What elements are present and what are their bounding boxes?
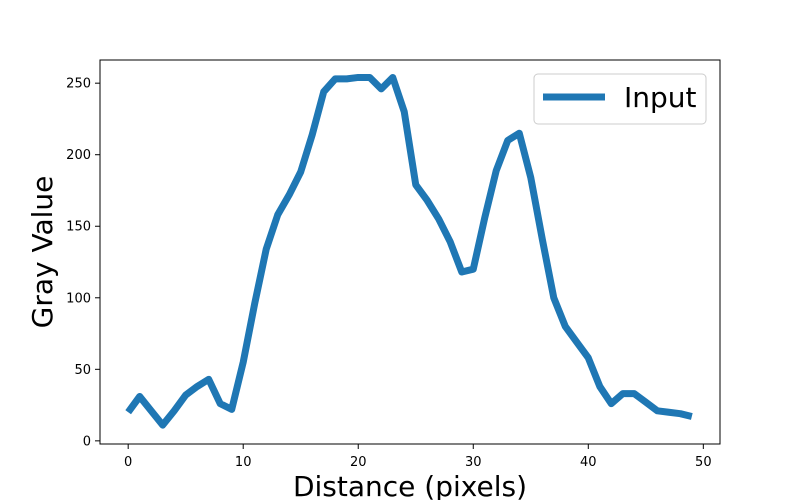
series-line-input	[125, 73, 693, 429]
x-axis-label: Distance (pixels)	[293, 470, 527, 500]
y-axis-ticks: 0 50 100 150 200 250	[66, 77, 100, 449]
y-tick-label: 0	[83, 434, 91, 449]
y-tick-label: 150	[66, 220, 91, 235]
series-layer	[125, 73, 693, 429]
x-tick-label: 40	[580, 455, 597, 470]
legend-label-input: Input	[624, 81, 697, 114]
legend: Input	[533, 73, 707, 125]
y-tick-label: 50	[74, 363, 91, 378]
plot-frame	[99, 59, 721, 445]
y-tick-label: 100	[66, 291, 91, 306]
y-tick-label: 250	[66, 77, 91, 92]
x-tick-label: 30	[465, 455, 482, 470]
x-tick-label: 20	[350, 455, 367, 470]
x-tick-label: 10	[235, 455, 252, 470]
legend-box	[533, 73, 707, 125]
x-tick-label: 50	[695, 455, 712, 470]
y-tick-label: 200	[66, 148, 91, 163]
x-axis-ticks: 0 10 20 30 40 50	[124, 444, 712, 470]
y-axis-label: Gray Value	[26, 176, 59, 329]
x-tick-label: 0	[124, 455, 132, 470]
